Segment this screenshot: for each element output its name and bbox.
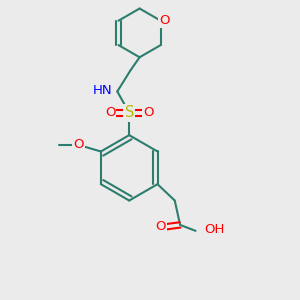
Text: O: O: [73, 138, 84, 152]
Text: O: O: [105, 106, 116, 119]
Text: O: O: [159, 14, 169, 27]
Text: O: O: [143, 106, 154, 119]
Text: OH: OH: [205, 223, 225, 236]
Text: HN: HN: [93, 84, 113, 98]
Text: O: O: [155, 220, 166, 233]
Text: S: S: [124, 105, 134, 120]
